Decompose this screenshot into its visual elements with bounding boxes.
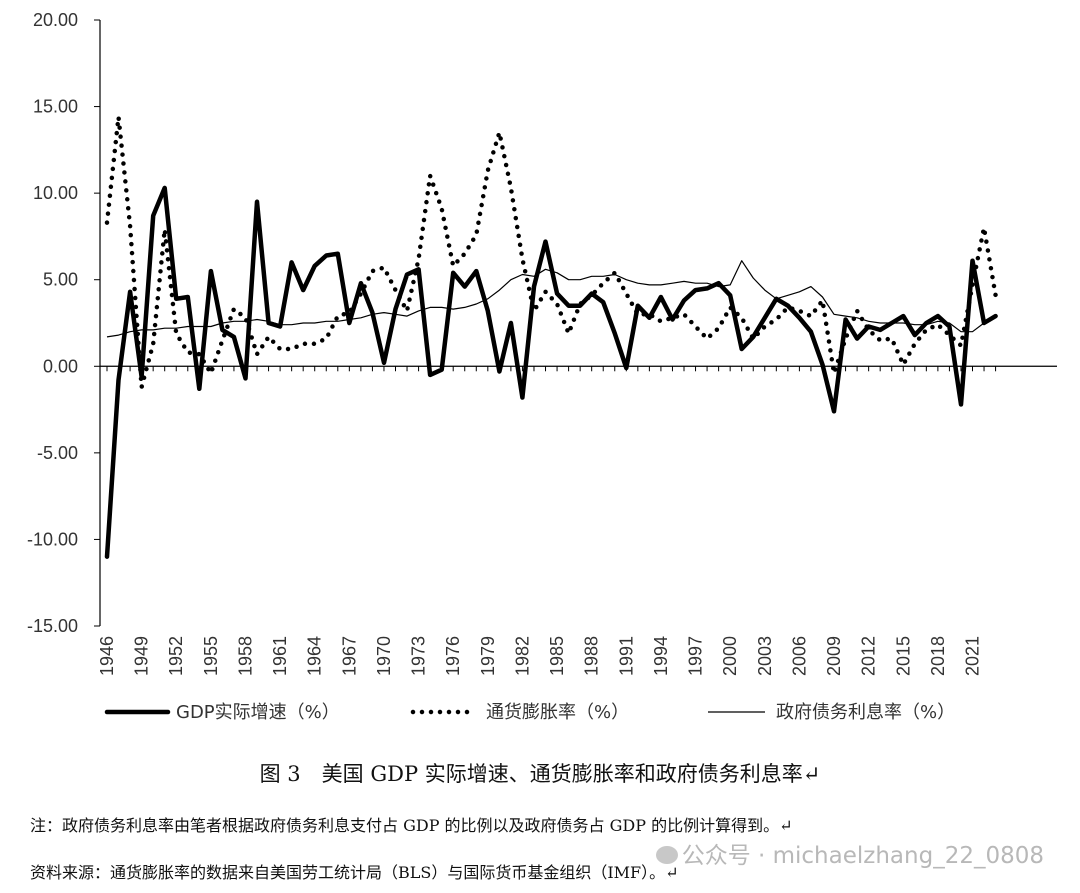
x-tick-label: 1955 [201, 636, 221, 676]
legend-label-1: GDP实际增速（%） [176, 702, 340, 723]
x-tick-label: 1985 [547, 636, 567, 676]
watermark: 公众号 · michaelzhang_22_0808 [655, 836, 1044, 870]
x-tick-label: 1976 [443, 636, 463, 676]
x-tick-label: 1967 [339, 636, 359, 676]
wechat-icon [655, 845, 678, 864]
x-tick-label: 1961 [270, 636, 290, 676]
y-tick-label: 10.00 [33, 183, 78, 203]
x-tick-label: 1970 [374, 636, 394, 676]
x-tick-label: 1979 [478, 636, 498, 676]
y-tick-label: 20.00 [33, 10, 78, 30]
figure-caption: 图 3 美国 GDP 实际增速、通货膨胀率和政府债务利息率↵ [259, 762, 821, 786]
figure-note: 注：政府债务利息率由笔者根据政府债务利息支付占 GDP 的比例以及政府债务占 G… [30, 816, 793, 835]
x-tick-label: 1994 [651, 636, 671, 676]
x-tick-label: 2003 [755, 636, 775, 676]
x-tick-label: 2009 [824, 636, 844, 676]
x-tick-label: 1991 [616, 636, 636, 676]
series-line-2 [104, 114, 998, 390]
x-tick-label: 1958 [235, 636, 255, 676]
x-tick-label: 2000 [720, 636, 740, 676]
figure-source: 资料来源：通货膨胀率的数据来自美国劳工统计局（BLS）与国际货币基金组织（IMF… [30, 863, 679, 882]
x-tick-label: 1997 [686, 636, 706, 676]
x-tick-label: 1946 [97, 636, 117, 676]
x-tick-label: 1988 [582, 636, 602, 676]
series-line-1 [104, 185, 998, 559]
x-tick-label: 2012 [859, 636, 879, 676]
x-tick-label: 1973 [409, 636, 429, 676]
legend-label-2: 通货膨胀率（%） [486, 702, 629, 723]
x-tick-label: 2018 [928, 636, 948, 676]
y-tick-label: 15.00 [33, 97, 78, 117]
y-tick-label: 0.00 [43, 356, 78, 376]
chart: 20.00 15.00 10.00 5.00 0.00 -5.00 -10.00 -15.00… [27, 10, 1057, 723]
axes: 20.00 15.00 10.00 5.00 0.00 -5.00 -10.00 -15.00… [27, 10, 1057, 676]
x-tick-label: 1952 [166, 636, 186, 676]
x-tick-label: 2006 [789, 636, 809, 676]
y-tick-label: -10.00 [27, 529, 78, 549]
watermark-text: 公众号 · michaelzhang_22_0808 [681, 843, 1044, 869]
x-tick-label: 1949 [132, 636, 152, 676]
x-tick-label: 1982 [512, 636, 532, 676]
series-layer [104, 114, 998, 559]
y-tick-label: -5.00 [37, 443, 78, 463]
y-tick-label: 5.00 [43, 270, 78, 290]
x-tick-label: 1964 [305, 636, 325, 676]
x-tick-label: 2021 [963, 636, 983, 676]
x-tick-label: 2015 [893, 636, 913, 676]
y-tick-label: -15.00 [27, 616, 78, 636]
legend-label-3: 政府债务利息率（%） [776, 702, 955, 723]
legend: GDP实际增速（%） 通货膨胀率（%） 政府债务利息率（%） [104, 702, 955, 723]
